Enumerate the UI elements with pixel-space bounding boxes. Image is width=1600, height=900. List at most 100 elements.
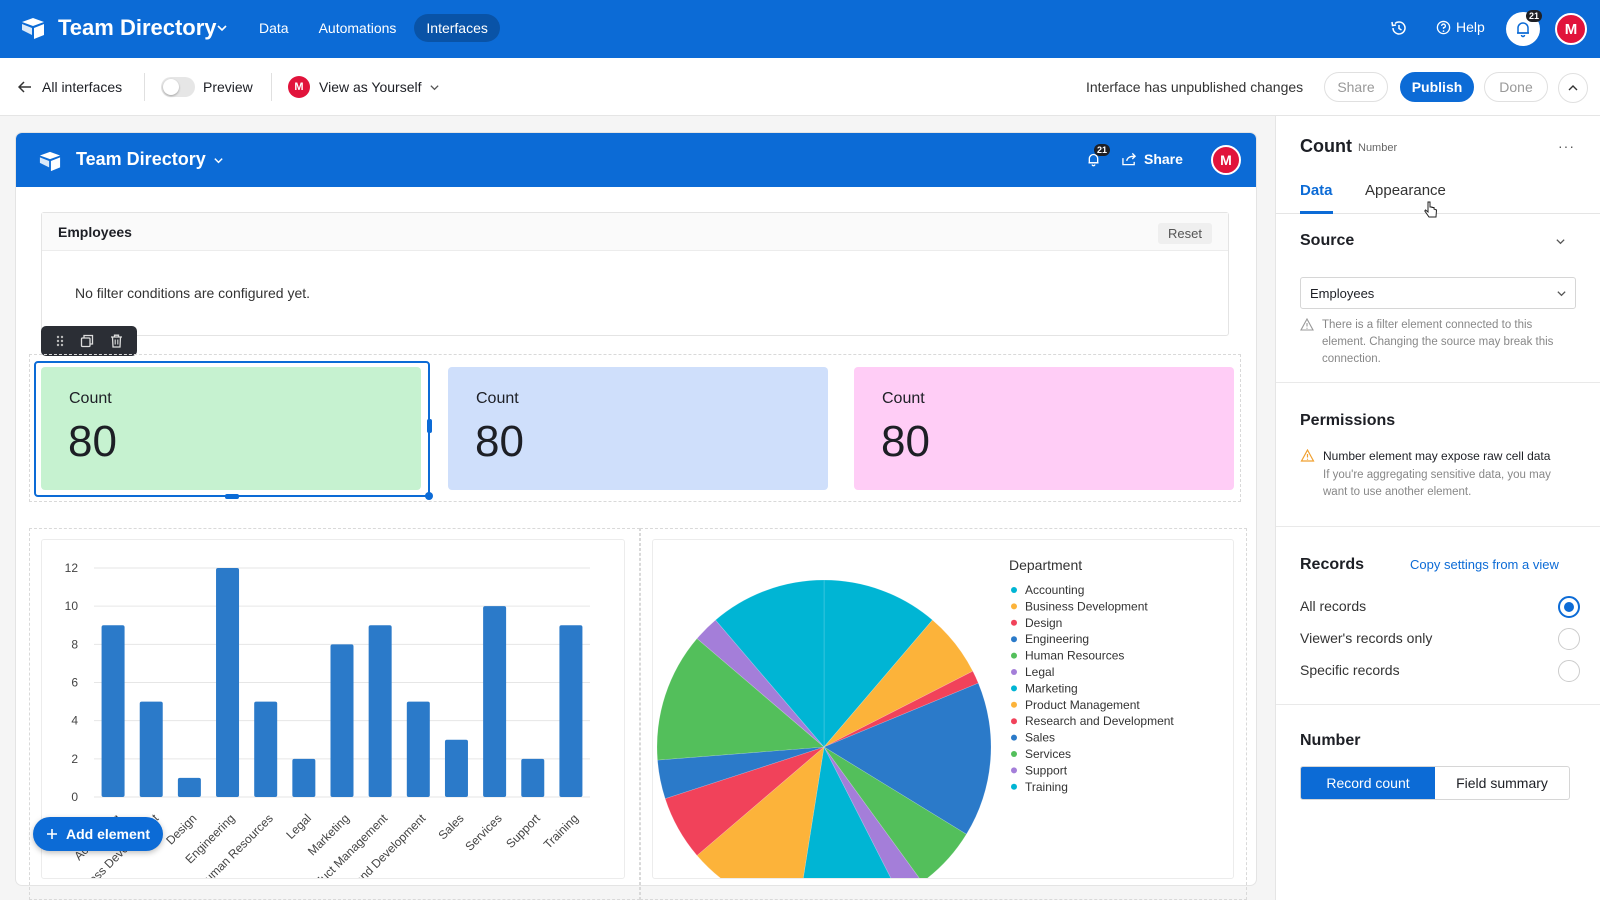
bar [216, 568, 240, 797]
legend-swatch [1011, 734, 1017, 741]
top-nav: Data Automations Interfaces [247, 14, 500, 42]
x-tick-label: Design [163, 811, 199, 847]
y-tick-label: 2 [71, 752, 78, 766]
notification-badge: 21 [1094, 144, 1111, 156]
help-button[interactable]: Help [1436, 19, 1485, 35]
share-label: Share [1144, 151, 1183, 167]
collapse-button[interactable] [1558, 73, 1588, 103]
count-card[interactable]: Count 80 [41, 367, 421, 490]
pie-slice [823, 579, 933, 748]
pie-slice [823, 746, 920, 878]
bar [521, 758, 545, 797]
bar [406, 701, 430, 797]
publish-button[interactable]: Publish [1400, 72, 1474, 102]
resize-handle-corner[interactable] [425, 492, 433, 500]
share-button[interactable]: Share [1324, 72, 1388, 102]
tab-appearance[interactable]: Appearance [1365, 182, 1446, 199]
count-card[interactable]: Count 80 [854, 367, 1234, 490]
filter-element[interactable]: Employees Reset No filter conditions are… [41, 212, 1229, 336]
pie-chart-element[interactable]: Department Accounting Business Development… [652, 539, 1234, 879]
legend-label: Training [1025, 780, 1068, 794]
chevron-down-icon[interactable] [213, 155, 224, 166]
bar [330, 644, 354, 797]
radio-button[interactable] [1558, 660, 1580, 682]
interface-notifications[interactable]: 21 [1086, 144, 1111, 172]
count-card[interactable]: Count 80 [448, 367, 828, 490]
pie-slice [664, 746, 825, 856]
filter-title: Employees [42, 213, 1228, 251]
number-mode-toggle: Record count Field summary [1300, 766, 1570, 800]
resize-handle-right[interactable] [427, 419, 432, 433]
notifications-button[interactable]: 21 [1506, 10, 1543, 46]
pie-chart: Department Accounting Business Development… [656, 557, 1174, 878]
view-as-dropdown[interactable]: View as Yourself [319, 79, 440, 95]
history-icon[interactable] [1390, 19, 1408, 37]
source-warning: There is a filter element connected to t… [1300, 317, 1570, 368]
y-tick-label: 10 [65, 599, 79, 613]
x-tick-label: Services [462, 811, 504, 853]
nav-data[interactable]: Data [259, 20, 289, 36]
legend-swatch [1011, 685, 1017, 692]
bell-icon [1088, 153, 1099, 167]
legend-label: Accounting [1025, 583, 1084, 597]
interface-header: Team Directory 21 Share M [16, 133, 1256, 187]
drag-handle-icon[interactable] [55, 334, 65, 348]
interface-user-avatar[interactable]: M [1211, 145, 1241, 175]
arrow-left-icon [18, 81, 31, 93]
x-tick-label: Sales [435, 811, 466, 842]
field-summary-option[interactable]: Field summary [1456, 775, 1548, 791]
nav-automations[interactable]: Automations [318, 20, 397, 36]
trash-icon[interactable] [110, 334, 123, 348]
add-element-button[interactable]: Add element [33, 817, 163, 851]
legend-label: Product Management [1025, 698, 1140, 712]
radio-specific-records[interactable]: Specific records [1300, 660, 1580, 682]
records-title: Records [1300, 556, 1365, 573]
number-title: Number [1300, 732, 1361, 749]
help-label: Help [1456, 19, 1485, 35]
copy-settings-link[interactable]: Copy settings from a view [1410, 557, 1559, 572]
count-value: 80 [881, 417, 930, 466]
done-button[interactable]: Done [1484, 72, 1548, 102]
y-tick-label: 0 [71, 790, 78, 804]
pie-slice [823, 746, 967, 878]
source-title: Source [1300, 232, 1355, 249]
app-logo-icon [39, 151, 61, 172]
back-label: All interfaces [42, 79, 123, 95]
add-element-label: Add element [65, 826, 150, 842]
help-icon [1436, 20, 1451, 34]
preview-label: Preview [203, 79, 253, 95]
chevron-down-icon[interactable] [1555, 236, 1566, 247]
nav-interfaces[interactable]: Interfaces [414, 14, 500, 42]
app-title[interactable]: Team Directory [58, 15, 217, 40]
section-divider [1276, 382, 1600, 383]
radio-viewers-records[interactable]: Viewer's records only [1300, 628, 1580, 650]
chevron-down-icon[interactable] [216, 22, 228, 34]
divider [271, 73, 272, 101]
bar [139, 701, 163, 797]
legend-swatch [1011, 587, 1017, 593]
user-avatar[interactable]: M [1555, 13, 1587, 45]
tab-data[interactable]: Data [1300, 182, 1333, 199]
x-tick-label: Legal [283, 811, 314, 842]
radio-button[interactable] [1558, 628, 1580, 650]
count-value: 80 [68, 417, 117, 466]
radio-button[interactable] [1558, 596, 1580, 618]
count-value: 80 [475, 417, 524, 466]
chevron-down-icon [430, 84, 440, 90]
active-tab-indicator [1300, 211, 1333, 214]
duplicate-icon[interactable] [80, 334, 94, 348]
reset-button[interactable]: Reset [1158, 223, 1212, 244]
source-select[interactable]: Employees [1300, 277, 1576, 309]
resize-handle-bottom[interactable] [225, 494, 239, 499]
record-count-option[interactable]: Record count [1301, 767, 1435, 799]
y-tick-label: 12 [65, 561, 79, 575]
legend-label: Sales [1025, 731, 1055, 745]
legend-swatch [1011, 669, 1017, 675]
warning-icon [1300, 318, 1314, 331]
more-options-icon[interactable]: ··· [1558, 138, 1575, 154]
interface-share-button[interactable]: Share [1122, 151, 1183, 167]
preview-toggle[interactable] [161, 77, 195, 97]
interface-title[interactable]: Team Directory [76, 149, 206, 169]
radio-all-records[interactable]: All records [1300, 596, 1580, 618]
back-to-interfaces[interactable]: All interfaces [18, 79, 122, 95]
